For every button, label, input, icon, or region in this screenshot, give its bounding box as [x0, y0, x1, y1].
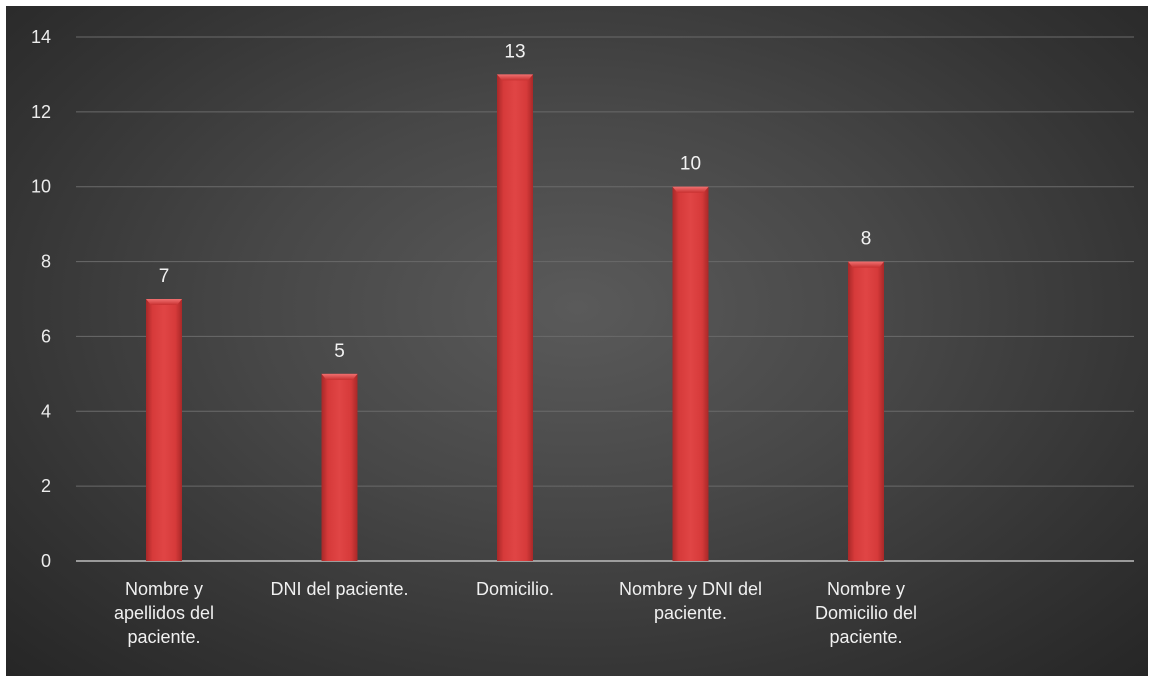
- x-tick-label: Nombre y apellidos del paciente.: [114, 579, 214, 647]
- bar: [321, 373, 358, 561]
- bar: [848, 261, 884, 561]
- x-tick-label-line: Nombre y: [125, 579, 203, 599]
- x-tick-label: DNI del paciente.: [270, 579, 408, 599]
- y-axis-ticks: 0 2 4 6 8 10 12 14: [31, 27, 51, 571]
- data-label: 7: [159, 266, 170, 287]
- x-axis-ticks: Nombre y apellidos del paciente. DNI del pa…: [114, 579, 917, 647]
- y-tick-label: 0: [41, 551, 51, 571]
- gridlines: [76, 36, 1134, 562]
- bars: [146, 74, 884, 561]
- data-label: 13: [504, 41, 525, 62]
- data-label: 8: [861, 229, 872, 250]
- x-tick-label-line: Domicilio.: [476, 579, 554, 599]
- y-tick-label: 2: [41, 476, 51, 496]
- x-tick-label-line: Domicilio del: [815, 603, 917, 623]
- x-tick-label-line: Nombre y: [827, 579, 905, 599]
- data-label: 10: [680, 154, 701, 175]
- y-tick-label: 12: [31, 102, 51, 122]
- bar: [497, 74, 533, 561]
- x-tick-label: Domicilio.: [476, 579, 554, 599]
- x-tick-label-line: paciente.: [829, 627, 902, 647]
- y-tick-label: 10: [31, 177, 51, 197]
- y-tick-label: 14: [31, 27, 51, 47]
- data-label: 5: [334, 341, 345, 362]
- bar-bevel: [672, 186, 709, 193]
- y-tick-label: 8: [41, 252, 51, 272]
- bar: [146, 299, 182, 561]
- bar-bevel: [146, 299, 182, 305]
- x-tick-label-line: paciente.: [654, 603, 727, 623]
- bar: [672, 186, 709, 561]
- x-tick-label-line: Nombre y DNI del: [619, 579, 762, 599]
- chart-area: 0 2 4 6 8 10 12 14 7 5 13 10 8 Nombre y apellidos de…: [6, 6, 1148, 676]
- y-tick-label: 4: [41, 401, 51, 421]
- data-labels: 7 5 13 10 8: [159, 41, 872, 361]
- x-tick-label-line: DNI del paciente.: [270, 579, 408, 599]
- x-tick-label-line: paciente.: [127, 627, 200, 647]
- x-tick-label: Nombre y DNI del paciente.: [619, 579, 762, 623]
- bar-bevel: [848, 261, 884, 268]
- bar-bevel: [497, 74, 533, 81]
- bar-chart: 0 2 4 6 8 10 12 14 7 5 13 10 8 Nombre y apellidos de…: [31, 27, 1134, 647]
- x-tick-label-line: apellidos del: [114, 603, 214, 623]
- bar-bevel: [321, 373, 358, 380]
- y-tick-label: 6: [41, 326, 51, 346]
- x-tick-label: Nombre y Domicilio del paciente.: [815, 579, 917, 647]
